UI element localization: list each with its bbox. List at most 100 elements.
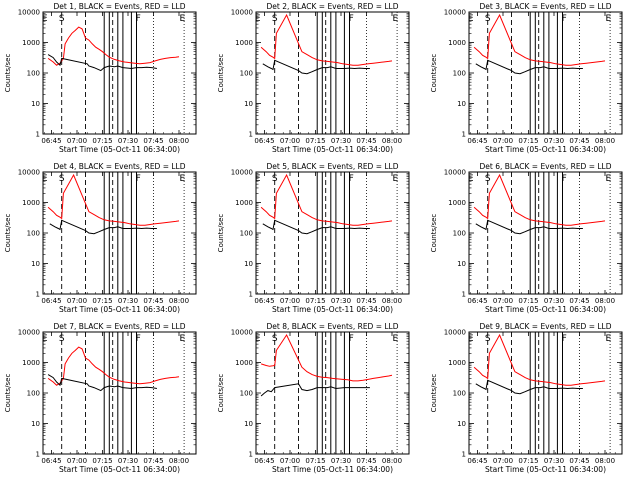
x-tick-label: 06:45 (467, 457, 487, 465)
panel-5: Det 5, BLACK = Events, RED = LLD 1 10 100 10… (217, 162, 410, 314)
event-letter: F (562, 14, 567, 24)
series-lld-line (260, 333, 393, 382)
x-tick-label: 08:00 (382, 457, 402, 465)
y-axis-label: Counts/sec (430, 214, 438, 253)
x-tick-label: 07:45 (569, 137, 589, 145)
event-letter: F (349, 334, 354, 344)
panel-title: Det 3, BLACK = Events, RED = LLD (479, 2, 611, 11)
y-axis-label: Counts/sec (4, 54, 12, 93)
x-tick-label: 07:00 (67, 137, 87, 145)
x-tick-label: 07:00 (280, 457, 300, 465)
event-letter: S (59, 334, 65, 344)
x-tick-label: 08:00 (595, 457, 615, 465)
y-tick-label: 100 (27, 230, 40, 238)
y-tick-label: 1000 (235, 199, 253, 207)
series-events-line (475, 379, 583, 395)
x-tick-label: 07:00 (280, 297, 300, 305)
series-lld-line (473, 13, 606, 66)
series-events-line (475, 219, 583, 235)
plot-frame (468, 171, 623, 295)
y-tick-label: 1000 (22, 39, 40, 47)
panel-title: Det 9, BLACK = Events, RED = LLD (479, 322, 611, 331)
x-tick-label: 06:45 (41, 457, 61, 465)
event-letter: E (468, 174, 474, 184)
y-axis-label: Counts/sec (4, 214, 12, 253)
event-letter: E (606, 174, 612, 184)
plot-frame (255, 171, 410, 295)
event-letter: F (349, 174, 354, 184)
y-tick-label: 1 (249, 291, 253, 299)
panel-title: Det 2, BLACK = Events, RED = LLD (266, 2, 398, 11)
plot-frame (468, 331, 623, 455)
series-lld-line (473, 173, 606, 226)
plot-frame (42, 171, 197, 295)
y-axis-label: Counts/sec (4, 374, 12, 413)
x-axis-label: Start Time (05-Oct-11 06:34:00) (59, 305, 180, 314)
event-letter: E (255, 334, 261, 344)
panel-title: Det 4, BLACK = Events, RED = LLD (53, 162, 185, 171)
event-letter: S (485, 174, 491, 184)
y-tick-label: 10 (31, 100, 40, 108)
y-tick-label: 1 (36, 291, 40, 299)
x-tick-label: 07:30 (331, 457, 351, 465)
x-tick-label: 07:30 (544, 297, 564, 305)
y-tick-label: 1000 (448, 39, 466, 47)
x-tick-label: 07:45 (143, 457, 163, 465)
x-axis-label: Start Time (05-Oct-11 06:34:00) (59, 465, 180, 474)
x-tick-label: 08:00 (169, 137, 189, 145)
event-letter: S (485, 14, 491, 24)
event-letter: S (272, 174, 278, 184)
event-letter: E (180, 174, 186, 184)
x-tick-label: 07:45 (143, 297, 163, 305)
y-tick-label: 100 (240, 230, 253, 238)
x-tick-label: 07:30 (118, 297, 138, 305)
x-tick-label: 07:15 (305, 137, 325, 145)
y-tick-label: 1000 (448, 199, 466, 207)
x-tick-label: 07:45 (569, 457, 589, 465)
series-events-line (262, 219, 370, 235)
y-tick-label: 1 (249, 451, 253, 459)
y-tick-label: 1 (36, 131, 40, 139)
series-events-line (260, 383, 370, 397)
y-tick-label: 10 (244, 420, 253, 428)
event-letter: S (485, 334, 491, 344)
x-axis-label: Start Time (05-Oct-11 06:34:00) (485, 305, 606, 314)
x-tick-label: 08:00 (382, 297, 402, 305)
x-axis-label: Start Time (05-Oct-11 06:34:00) (59, 145, 180, 154)
x-tick-label: 07:30 (544, 137, 564, 145)
plot-frame (255, 331, 410, 455)
x-tick-label: 07:30 (331, 297, 351, 305)
x-tick-label: 06:45 (467, 137, 487, 145)
y-tick-label: 100 (27, 390, 40, 398)
y-tick-label: 10 (457, 260, 466, 268)
series-events-line (475, 59, 583, 75)
y-tick-label: 1 (462, 451, 466, 459)
x-tick-label: 06:45 (41, 297, 61, 305)
x-tick-label: 07:00 (493, 297, 513, 305)
y-tick-label: 10000 (18, 9, 40, 17)
panel-title: Det 6, BLACK = Events, RED = LLD (479, 162, 611, 171)
y-tick-label: 10000 (444, 169, 466, 177)
y-tick-label: 10000 (444, 329, 466, 337)
y-axis-label: Counts/sec (430, 54, 438, 93)
event-letter: E (606, 14, 612, 24)
y-tick-label: 10 (457, 420, 466, 428)
x-tick-label: 07:45 (356, 137, 376, 145)
y-tick-label: 100 (453, 390, 466, 398)
event-letter: S (59, 174, 65, 184)
y-tick-label: 100 (240, 70, 253, 78)
panel-title: Det 5, BLACK = Events, RED = LLD (266, 162, 398, 171)
x-axis-label: Start Time (05-Oct-11 06:34:00) (485, 145, 606, 154)
y-tick-label: 1000 (22, 359, 40, 367)
y-tick-label: 10 (31, 260, 40, 268)
series-events-line (262, 59, 370, 75)
y-tick-label: 100 (453, 230, 466, 238)
y-tick-label: 1000 (235, 359, 253, 367)
y-axis-label: Counts/sec (217, 374, 225, 413)
event-letter: F (136, 334, 141, 344)
y-tick-label: 100 (453, 70, 466, 78)
event-letter: E (468, 14, 474, 24)
x-tick-label: 07:30 (118, 137, 138, 145)
